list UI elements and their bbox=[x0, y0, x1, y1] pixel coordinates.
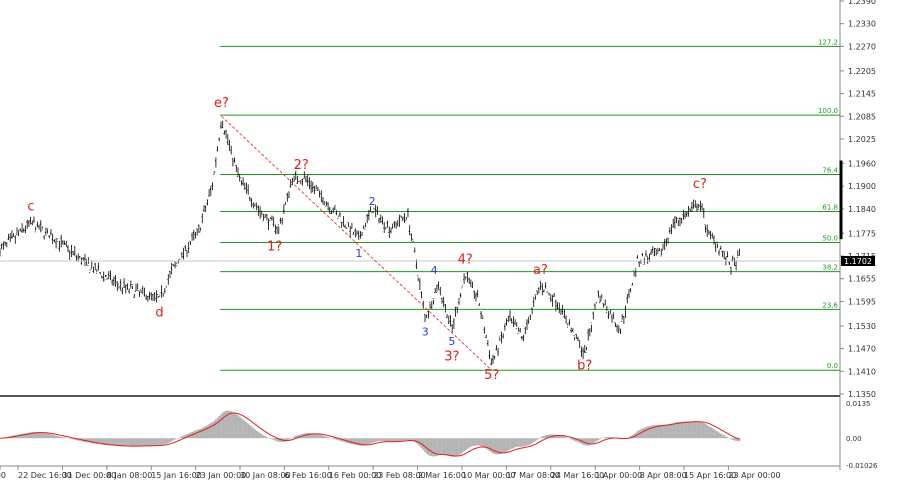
time-tick-label: 6 Feb 16:00 bbox=[284, 471, 331, 480]
time-tick-label: 16 Feb 00:00 bbox=[329, 471, 381, 480]
price-tick-label: 1.1655 bbox=[848, 275, 876, 284]
current-price-label: 1.1702 bbox=[844, 257, 872, 266]
time-tick-label: 15 Apr 16:00 bbox=[684, 471, 736, 480]
price-tick-label: 1.1470 bbox=[848, 345, 876, 354]
macd-tick-label: 0.0135 bbox=[846, 400, 871, 408]
time-tick-label: 8:00 bbox=[0, 471, 6, 480]
fib-level-label: 76.4 bbox=[822, 166, 838, 174]
wave-label: e? bbox=[214, 96, 229, 111]
fib-level-label: 100.0 bbox=[818, 107, 838, 115]
time-tick-label: 17 Mar 08:00 bbox=[506, 471, 559, 480]
price-tick-label: 1.2270 bbox=[848, 42, 876, 51]
price-tick-label: 1.2025 bbox=[848, 135, 876, 144]
wave-label: a? bbox=[533, 263, 548, 278]
price-tick-label: 1.2390 bbox=[848, 0, 876, 6]
macd-tick-label: -0.01026 bbox=[846, 462, 878, 470]
time-tick-label: 23 Apr 00:00 bbox=[728, 471, 780, 480]
wave-label: b? bbox=[577, 358, 592, 373]
time-tick-label: 23 Jan 00:00 bbox=[196, 471, 247, 480]
wave-label: 2 bbox=[369, 195, 376, 208]
fib-level-label: 127.2 bbox=[818, 38, 838, 46]
wave-label: 2? bbox=[294, 158, 309, 173]
time-tick-label: 24 Mar 16:00 bbox=[551, 471, 604, 480]
wave-label: c? bbox=[693, 177, 707, 192]
price-tick-label: 1.1410 bbox=[848, 367, 876, 376]
price-tick-label: 1.1595 bbox=[848, 297, 876, 306]
wave-label: d bbox=[155, 306, 163, 321]
time-tick-label: 15 Jan 16:00 bbox=[151, 471, 202, 480]
wave-label: 4 bbox=[431, 264, 438, 277]
trend-line bbox=[221, 115, 493, 371]
fib-level-label: 61.8 bbox=[822, 203, 838, 211]
price-tick-label: 1.2330 bbox=[848, 20, 876, 29]
time-tick-label: 30 Jan 08:00 bbox=[240, 471, 291, 480]
wave-label: 5? bbox=[484, 368, 499, 383]
time-tick-label: 2 Mar 16:00 bbox=[418, 471, 466, 480]
time-tick-label: 10 Mar 00:00 bbox=[462, 471, 515, 480]
price-tick-label: 1.2145 bbox=[848, 90, 876, 99]
price-tick-label: 1.1775 bbox=[848, 229, 876, 238]
price-tick-label: 1.1350 bbox=[848, 390, 876, 399]
price-tick-label: 1.1900 bbox=[848, 182, 876, 191]
price-tick-label: 1.1840 bbox=[848, 205, 876, 214]
fib-level-label: 0.0 bbox=[827, 362, 838, 370]
time-tick-label: 23 Feb 08:00 bbox=[373, 471, 425, 480]
wave-label: 4? bbox=[458, 253, 473, 268]
fib-level-label: 23.6 bbox=[822, 301, 838, 309]
fib-level-label: 50.0 bbox=[822, 234, 838, 242]
time-tick-label: 8 Apr 08:00 bbox=[640, 471, 687, 480]
current-price-badge bbox=[841, 255, 875, 266]
time-tick-label: 1 Apr 00:00 bbox=[595, 471, 642, 480]
time-tick-label: 22 Dec 16:00 bbox=[18, 471, 72, 480]
wave-label: 1 bbox=[355, 247, 362, 260]
price-tick-label: 1.1960 bbox=[848, 159, 876, 168]
wave-label: 1? bbox=[267, 239, 282, 254]
time-tick-label: 8 Jan 08:00 bbox=[107, 471, 153, 480]
macd-tick-label: 0.00 bbox=[846, 435, 862, 443]
fib-level-label: 38.2 bbox=[822, 264, 838, 272]
wave-label: c bbox=[27, 200, 34, 215]
price-tick-label: 1.2205 bbox=[848, 67, 876, 76]
wave-label: 3 bbox=[422, 325, 429, 338]
wave-label: 5 bbox=[448, 335, 455, 348]
wave-label: 3? bbox=[444, 350, 459, 365]
time-tick-label: 31 Dec 00:00 bbox=[62, 471, 116, 480]
price-tick-label: 1.2085 bbox=[848, 112, 876, 121]
price-tick-label: 1.1530 bbox=[848, 322, 876, 331]
macd-signal-line bbox=[0, 412, 740, 457]
